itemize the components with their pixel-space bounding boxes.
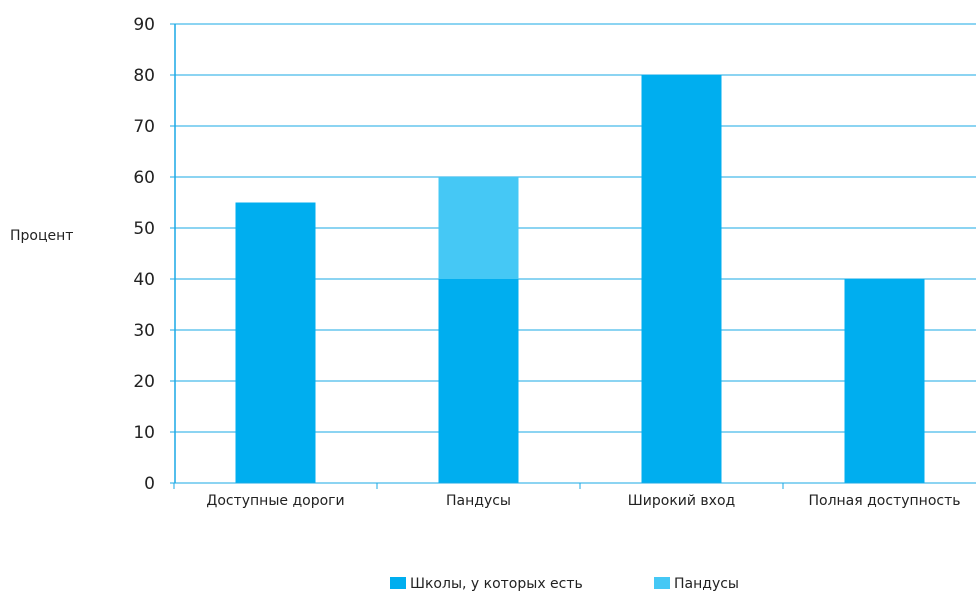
y-tick-label: 60 <box>133 168 155 188</box>
bar-secondary-1 <box>438 177 519 279</box>
bar-primary-0 <box>235 202 316 483</box>
y-tick-label: 70 <box>133 117 155 137</box>
y-tick-label: 40 <box>133 270 155 290</box>
legend-swatch <box>390 577 406 589</box>
x-tick-label: Доступные дороги <box>206 493 344 509</box>
y-tick-label: 0 <box>144 474 155 494</box>
legend-label: Школы, у которых есть <box>410 576 583 592</box>
x-tick-label: Полная доступность <box>808 493 960 509</box>
bar-primary-2 <box>641 75 722 483</box>
axes <box>170 23 976 489</box>
bars <box>235 75 925 483</box>
y-tick-label: 30 <box>133 321 155 341</box>
bar-primary-3 <box>844 279 925 483</box>
y-axis-title: Процент <box>10 228 73 244</box>
y-tick-label: 50 <box>133 219 155 239</box>
bar-primary-1 <box>438 279 519 483</box>
y-tick-label: 90 <box>133 15 155 35</box>
legend: Школы, у которых есть Пандусы <box>390 576 739 592</box>
y-tick-label: 10 <box>133 423 155 443</box>
y-tick-label: 20 <box>133 372 155 392</box>
legend-swatch <box>654 577 670 589</box>
y-tick-label: 80 <box>133 66 155 86</box>
legend-label: Пандусы <box>674 576 739 592</box>
tick-labels: 0 10 20 30 40 50 60 70 80 90 Доступные дороги Панду… <box>133 15 960 509</box>
x-tick-label: Широкий вход <box>628 493 735 509</box>
x-tick-label: Пандусы <box>446 493 511 509</box>
